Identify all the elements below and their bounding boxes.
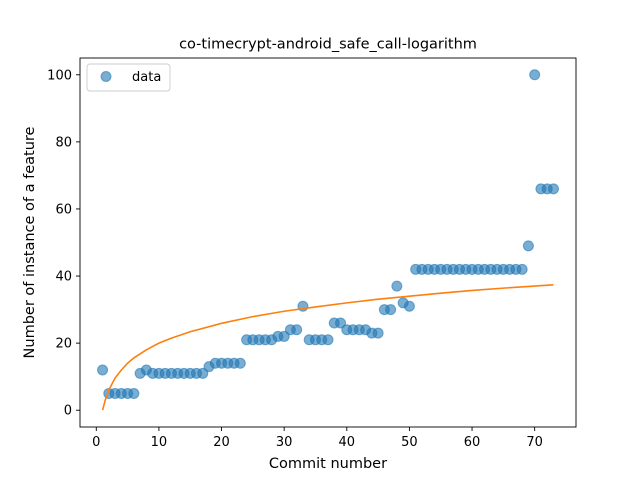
x-tick-label: 30 (276, 435, 293, 450)
y-tick-label: 100 (47, 68, 72, 83)
x-tick-label: 60 (464, 435, 481, 450)
data-point (547, 183, 559, 195)
data-point (372, 327, 384, 339)
y-axis: 0 20 40 60 80 100 (47, 68, 80, 419)
data-point (128, 387, 140, 399)
plot-area (97, 69, 559, 411)
y-tick-label: 20 (55, 337, 72, 352)
data-point (391, 280, 403, 292)
data-point (97, 364, 109, 376)
x-tick-label: 40 (339, 435, 356, 450)
data-point (529, 69, 541, 81)
legend-marker (100, 71, 112, 82)
y-axis-label: Number of instance of a feature (22, 126, 38, 358)
data-point (278, 330, 290, 342)
x-axis: 0 10 20 30 40 50 60 70 (92, 427, 543, 450)
legend: data (86, 63, 171, 92)
y-tick-label: 80 (55, 135, 72, 150)
y-tick-label: 40 (55, 270, 72, 285)
data-point (335, 317, 347, 329)
x-axis-label: Commit number (269, 456, 387, 472)
x-tick-label: 70 (526, 435, 543, 450)
x-tick-label: 10 (151, 435, 168, 450)
data-point (522, 240, 534, 252)
data-point (322, 334, 334, 346)
fit-line (101, 283, 554, 411)
legend-label: data (132, 70, 161, 85)
data-point (516, 263, 528, 275)
y-tick-label: 0 (64, 404, 72, 419)
data-point (234, 357, 246, 369)
x-tick-label: 0 (92, 435, 100, 450)
plot-frame (79, 57, 577, 428)
data-point (291, 324, 303, 336)
data-point (403, 300, 415, 312)
x-tick-label: 20 (213, 435, 230, 450)
x-tick-label: 50 (401, 435, 418, 450)
data-point (197, 367, 209, 379)
chart-title: co-timecrypt-android_safe_call-logarithm (179, 37, 477, 53)
legend-box (86, 63, 171, 92)
data-point (385, 304, 397, 316)
y-tick-label: 60 (55, 202, 72, 217)
